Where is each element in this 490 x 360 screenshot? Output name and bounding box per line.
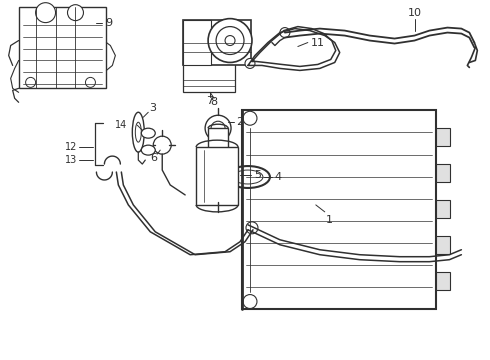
Bar xyxy=(437,200,450,218)
Circle shape xyxy=(25,77,36,87)
Ellipse shape xyxy=(132,112,144,152)
Text: 4: 4 xyxy=(274,172,281,182)
Bar xyxy=(242,110,437,310)
Text: 7: 7 xyxy=(207,96,214,106)
Bar xyxy=(183,20,251,66)
Text: 9: 9 xyxy=(105,18,112,28)
Text: 5: 5 xyxy=(254,170,262,180)
Text: 14: 14 xyxy=(115,120,127,130)
Circle shape xyxy=(225,36,235,45)
Ellipse shape xyxy=(135,122,141,142)
Circle shape xyxy=(243,111,257,125)
Ellipse shape xyxy=(233,170,263,184)
Text: 12: 12 xyxy=(65,142,77,152)
Circle shape xyxy=(205,115,231,141)
Circle shape xyxy=(208,19,252,62)
Text: 11: 11 xyxy=(311,37,325,48)
Ellipse shape xyxy=(226,166,270,188)
Bar xyxy=(437,164,450,182)
Circle shape xyxy=(246,222,258,234)
Circle shape xyxy=(85,77,96,87)
Circle shape xyxy=(245,58,255,68)
Circle shape xyxy=(216,27,244,54)
Bar xyxy=(196,147,238,205)
Text: 2: 2 xyxy=(237,117,244,127)
Circle shape xyxy=(243,294,257,309)
Bar xyxy=(183,20,211,66)
Bar xyxy=(183,60,235,92)
Text: 10: 10 xyxy=(408,8,421,18)
Text: 8: 8 xyxy=(211,97,218,107)
Circle shape xyxy=(280,28,290,37)
Circle shape xyxy=(211,121,225,135)
Text: 6: 6 xyxy=(150,153,157,163)
Circle shape xyxy=(153,136,171,154)
Bar xyxy=(19,7,106,88)
Ellipse shape xyxy=(141,145,155,155)
Bar xyxy=(437,236,450,254)
Bar xyxy=(437,272,450,289)
Text: 3: 3 xyxy=(149,103,156,113)
Bar xyxy=(208,128,228,200)
Text: 13: 13 xyxy=(65,155,77,165)
Bar xyxy=(437,128,450,146)
Circle shape xyxy=(36,3,55,23)
Text: 1: 1 xyxy=(326,215,333,225)
Circle shape xyxy=(68,5,83,21)
Ellipse shape xyxy=(141,128,155,138)
